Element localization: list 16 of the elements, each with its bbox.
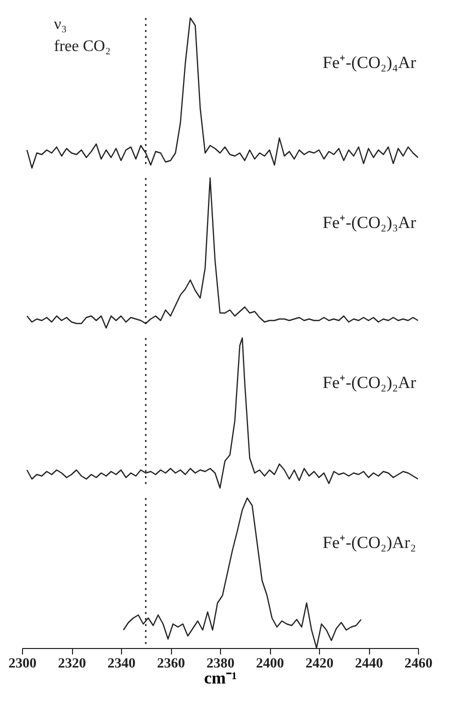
x-tick-label: 2380 [206, 656, 234, 672]
x-tick-label: 2440 [355, 656, 383, 672]
x-tick-label: 2300 [8, 656, 36, 672]
text: Fe⁺-(CO₂)₄Ar [322, 53, 416, 72]
x-axis-title: cm⁻¹ [204, 668, 237, 688]
x-tick-label: 2340 [108, 656, 136, 672]
x-tick-label: 2360 [157, 656, 185, 672]
x-tick-label: 2320 [58, 656, 86, 672]
x-tick-label: 2460 [404, 656, 432, 672]
annotation: free CO₂ [54, 38, 111, 55]
text: Fe⁺-(CO₂)Ar₂ [322, 533, 416, 552]
annotation: ν₃ [54, 16, 67, 33]
text: Fe⁺-(CO₂)₃Ar [322, 213, 416, 232]
x-tick-label: 2420 [306, 656, 334, 672]
x-tick-label: 2400 [256, 656, 284, 672]
text: Fe⁺-(CO₂)₂Ar [322, 373, 416, 392]
